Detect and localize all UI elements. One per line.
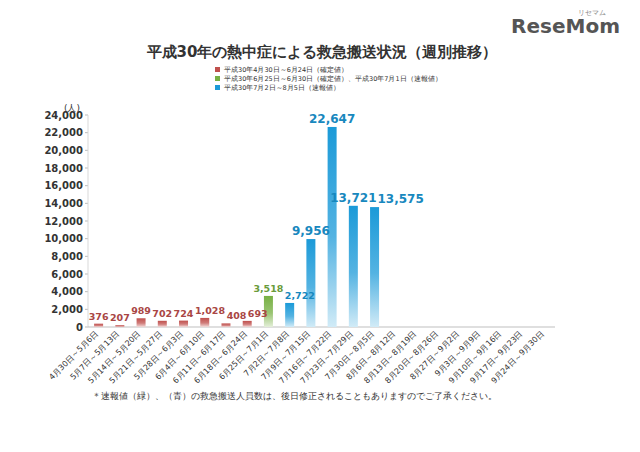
data-label: 2,722 bbox=[285, 290, 315, 301]
bar bbox=[243, 321, 252, 327]
legend-swatch bbox=[215, 76, 220, 81]
y-tick-label: 16,000 bbox=[44, 180, 83, 191]
data-label: 408 bbox=[227, 310, 247, 321]
y-tick-label: 24,000 bbox=[44, 110, 83, 121]
data-label: 207 bbox=[110, 312, 130, 323]
bar bbox=[115, 325, 124, 327]
bar bbox=[200, 318, 209, 327]
bar bbox=[221, 323, 230, 327]
y-tick-label: 20,000 bbox=[44, 145, 83, 156]
data-label: 22,647 bbox=[309, 112, 355, 126]
y-axis-line bbox=[88, 115, 89, 327]
bar bbox=[137, 318, 146, 327]
bar bbox=[306, 239, 315, 327]
footnote: ＊速報値（緑）、（青）の救急搬送人員数は、後日修正されることもありますのでご了承… bbox=[92, 391, 497, 401]
data-label: 13,575 bbox=[377, 192, 423, 206]
x-tick-label: 9月24日～9月30日 bbox=[490, 329, 546, 385]
title: 平成30年の熱中症による救急搬送状況（週別推移） bbox=[146, 43, 498, 61]
bars bbox=[94, 127, 379, 327]
data-label: 9,956 bbox=[292, 224, 330, 238]
logo: ReseMom bbox=[511, 14, 620, 38]
data-label: 1,028 bbox=[195, 305, 225, 316]
y-tick-label: 14,000 bbox=[44, 198, 83, 209]
legend-label: 平成30年4月30日～6月24日（確定値） bbox=[224, 66, 348, 74]
y-tick-label: 22,000 bbox=[44, 127, 83, 138]
y-tick-label: 2,000 bbox=[51, 304, 83, 315]
bar bbox=[285, 303, 294, 327]
bar bbox=[179, 321, 188, 327]
bar bbox=[94, 324, 103, 327]
bar bbox=[349, 206, 358, 327]
data-label: 376 bbox=[89, 311, 109, 322]
y-tick-label: 0 bbox=[76, 322, 83, 333]
data-label: 989 bbox=[131, 305, 151, 316]
y-tick-label: 10,000 bbox=[44, 233, 83, 244]
chart: リセマムReseMom平成30年の熱中症による救急搬送状況（週別推移）平成30年… bbox=[0, 0, 640, 452]
y-tick-label: 8,000 bbox=[51, 251, 83, 262]
y-tick-label: 12,000 bbox=[44, 216, 83, 227]
legend-label: 平成30年7月2日～8月5日（速報値） bbox=[224, 84, 340, 92]
data-label: 702 bbox=[152, 308, 172, 319]
bar bbox=[158, 321, 167, 327]
legend-label: 平成30年6月25日～6月30日（確定値）、平成30年7月1日（速報値） bbox=[224, 75, 442, 83]
y-tick-label: 6,000 bbox=[51, 269, 83, 280]
data-label: 13,721 bbox=[330, 191, 376, 205]
data-label: 724 bbox=[174, 308, 194, 319]
data-label: 693 bbox=[248, 308, 268, 319]
bar bbox=[370, 207, 379, 327]
y-tick-label: 18,000 bbox=[44, 163, 83, 174]
data-label: 3,518 bbox=[253, 283, 283, 294]
legend-swatch bbox=[215, 67, 220, 72]
y-tick-label: 4,000 bbox=[51, 286, 83, 297]
legend-swatch bbox=[215, 85, 220, 90]
